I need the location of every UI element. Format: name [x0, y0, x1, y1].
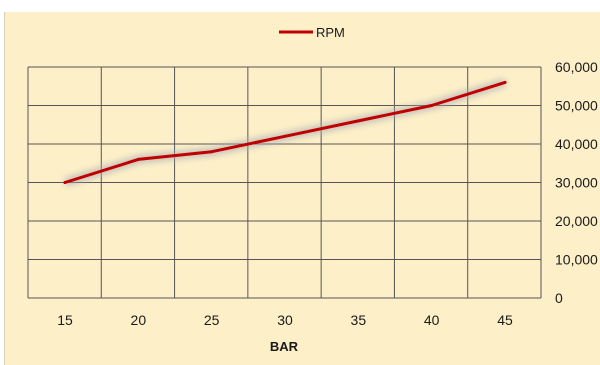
data-point	[63, 181, 67, 184]
y-tick-label: 60,000	[555, 59, 598, 75]
x-tick-label: 40	[424, 312, 440, 328]
data-point	[210, 150, 214, 154]
chart-panel	[4, 12, 600, 365]
x-tick-label: 30	[277, 312, 293, 328]
x-axis-ticks: 15 20 25 30 35 40 45	[57, 312, 513, 328]
x-tick-label: 20	[131, 312, 147, 328]
y-tick-label: 40,000	[555, 136, 598, 152]
legend: RPM	[279, 25, 345, 40]
y-tick-label: 0	[555, 290, 563, 306]
x-tick-label: 35	[351, 312, 367, 328]
legend-label-rpm: RPM	[316, 25, 345, 40]
y-tick-label: 10,000	[555, 252, 598, 268]
y-tick-label: 50,000	[555, 98, 598, 114]
data-point	[503, 80, 507, 84]
series-layer	[63, 78, 507, 187]
x-tick-label: 45	[497, 312, 513, 328]
y-tick-label: 20,000	[555, 213, 598, 229]
data-point	[356, 119, 360, 123]
series-line-shadow	[63, 78, 507, 187]
data-point	[283, 134, 287, 138]
data-point	[430, 104, 434, 107]
x-axis-label: BAR	[270, 339, 299, 354]
x-tick-label: 15	[57, 312, 73, 328]
x-tick-label: 25	[204, 312, 220, 328]
y-tick-label: 30,000	[555, 175, 598, 191]
data-point	[136, 157, 140, 161]
plot-grid	[27, 66, 542, 299]
y-axis-ticks: 0 10,000 20,000 30,000 40,000 50,000 60,000	[555, 59, 598, 306]
